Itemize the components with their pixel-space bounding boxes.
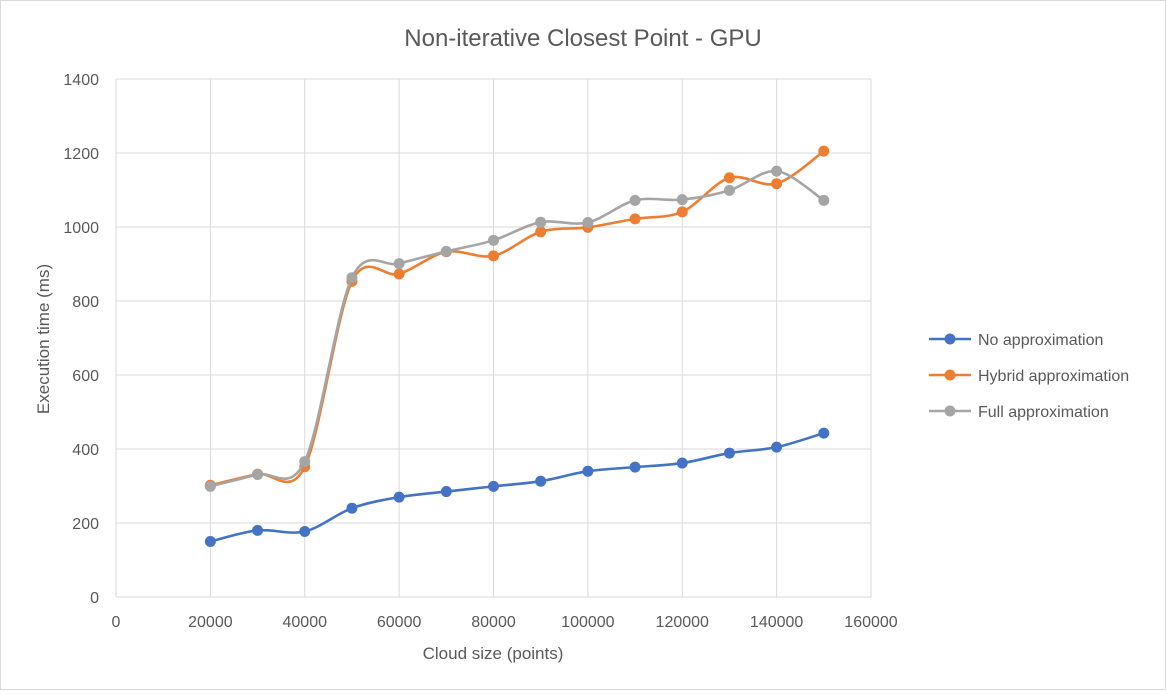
x-tick-label: 80000 [471,614,516,631]
x-tick-label: 60000 [377,614,422,631]
data-point [299,456,311,468]
x-tick-label: 20000 [188,614,233,631]
data-point [204,536,216,547]
x-tick-label: 100000 [561,614,614,631]
series-line [209,169,826,488]
legend-item: Hybrid approximation [929,368,1129,385]
data-point [676,457,688,469]
series-line [209,149,826,487]
series-3 [204,165,830,492]
x-tick-label: 120000 [656,614,709,631]
y-tick-label: 600 [72,368,99,385]
data-point [440,245,452,257]
y-tick-label: 200 [72,516,99,533]
data-point [771,165,783,177]
data-point [393,258,405,270]
data-point [299,526,311,538]
data-point [535,216,547,228]
data-point [723,172,735,184]
data-point [771,178,783,190]
x-tick-label: 140000 [750,614,803,631]
legend-marker [944,405,956,417]
data-point [629,461,641,473]
legend-item: No approximation [929,332,1103,349]
y-tick-label: 800 [72,294,99,311]
y-tick-label: 1200 [63,146,99,163]
legend-label: Full approximation [978,404,1109,421]
data-point [535,475,547,487]
data-point [346,272,358,284]
data-point [629,194,641,206]
y-axis-tick-labels: 0 200 400 600 800 1000 1200 1400 [63,72,99,607]
data-point [488,480,499,492]
data-point [676,194,688,206]
data-point [818,145,830,157]
series-1 [204,427,830,547]
data-point [440,486,452,498]
x-axis-title: Cloud size (points) [423,644,564,663]
data-point [488,250,499,262]
data-point [629,213,641,225]
data-point [723,184,735,196]
y-tick-label: 1000 [63,220,99,237]
data-point [676,206,688,218]
x-tick-label: 40000 [283,614,328,631]
y-tick-label: 400 [72,442,99,459]
data-point [488,234,499,246]
legend: No approximation Hybrid approximation Full… [929,332,1129,421]
data-point [393,268,405,280]
series-2 [204,145,830,491]
legend-item: Full approximation [929,404,1109,421]
legend-label: Hybrid approximation [978,368,1129,385]
data-point [346,502,358,514]
x-tick-label: 160000 [844,614,897,631]
grid-lines [115,78,872,598]
x-tick-label: 0 [112,614,121,631]
data-point [818,194,830,206]
data-point [252,469,264,481]
legend-marker [944,333,956,345]
legend-marker [944,369,956,381]
data-point [204,480,216,492]
data-point [252,524,264,536]
data-point [393,491,405,503]
data-point [582,465,594,477]
chart-title: Non-iterative Closest Point - GPU [404,25,761,52]
y-axis-title: Execution time (ms) [34,264,53,414]
series-layer [204,145,830,547]
data-point [582,217,594,229]
legend-label: No approximation [978,332,1103,349]
y-tick-label: 0 [90,590,99,607]
y-tick-label: 1400 [63,72,99,89]
data-point [771,441,783,453]
x-axis-tick-labels: 0 20000 40000 60000 80000 100000 120000 140000 1… [112,614,898,631]
data-point [818,427,830,439]
data-point [723,447,735,459]
data-point [535,226,547,238]
